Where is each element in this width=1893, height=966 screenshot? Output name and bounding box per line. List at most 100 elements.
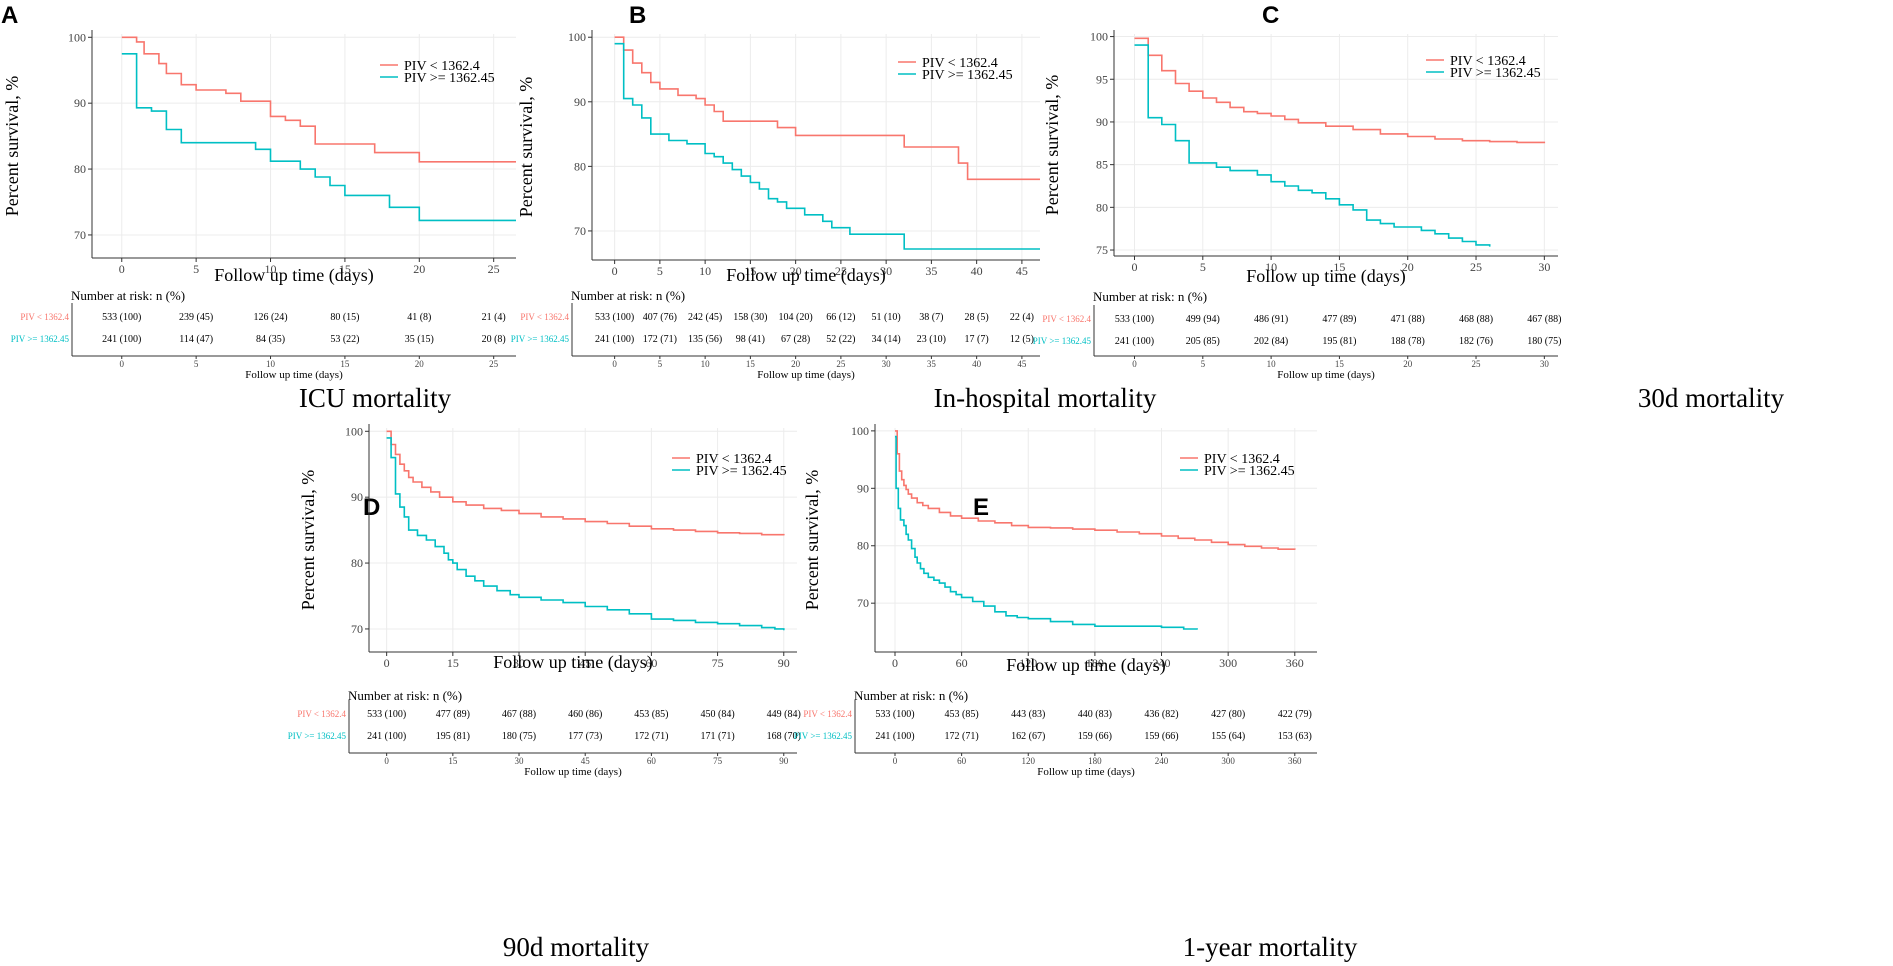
x-tick-label: 15	[1333, 260, 1345, 274]
risk-x-tick-label: 45	[1017, 359, 1026, 369]
risk-count-cell: 477 (89)	[1322, 314, 1356, 325]
y-tick-label: 70	[857, 596, 869, 610]
risk-count-cell: 241 (100)	[1115, 336, 1154, 347]
risk-count-cell: 180 (75)	[502, 731, 536, 742]
x-axis-label: Follow up time (days)	[493, 652, 653, 673]
x-tick-label: 15	[744, 264, 756, 278]
risk-x-tick-label: 180	[1088, 756, 1102, 766]
risk-x-tick-label: 45	[581, 756, 591, 766]
risk-count-cell: 241 (100)	[595, 334, 634, 345]
x-tick-label: 300	[1219, 656, 1237, 670]
km-panel-in-hospital-mortality: B 70 80 90 100 0 5 10 15 20 25 30 35 40 45 Follow up t…	[511, 0, 1268, 420]
km-curve-high-piv	[386, 437, 785, 631]
km-panel-90d-mortality: D 70 80 90 100 0 15 30 45 60 75 90 Follow up time (…	[288, 424, 972, 966]
risk-table-title: Number at risk: n (%)	[854, 688, 968, 703]
risk-x-tick-label: 15	[1335, 359, 1345, 369]
risk-group-label: PIV < 1362.4	[20, 312, 69, 322]
y-tick-label: 90	[74, 96, 86, 110]
y-tick-label: 80	[351, 556, 363, 570]
legend-label: PIV < 1362.4	[404, 59, 480, 74]
risk-count-cell: 195 (81)	[436, 731, 470, 742]
panel-letter: A	[1, 2, 19, 29]
risk-count-cell: 242 (45)	[688, 312, 722, 323]
x-tick-label: 5	[657, 264, 663, 278]
y-tick-label: 70	[74, 228, 86, 242]
risk-x-tick-label: 15	[746, 359, 756, 369]
y-tick-label: 100	[1090, 30, 1108, 44]
y-tick-label: 80	[1096, 200, 1108, 214]
y-axis-label: Percent survival, %	[298, 470, 318, 610]
risk-count-cell: 241 (100)	[875, 731, 914, 742]
risk-count-cell: 41 (8)	[407, 312, 431, 323]
risk-x-tick-label: 5	[658, 359, 663, 369]
risk-count-cell: 67 (28)	[781, 334, 810, 345]
legend-label: PIV < 1362.4	[696, 452, 772, 467]
risk-x-tick-label: 240	[1155, 756, 1169, 766]
risk-table-title: Number at risk: n (%)	[348, 688, 462, 703]
risk-x-tick-label: 5	[194, 359, 199, 369]
risk-group-label: PIV >= 1362.45	[11, 334, 70, 344]
risk-count-cell: 51 (10)	[872, 312, 901, 323]
y-tick-label: 100	[345, 424, 363, 438]
x-tick-label: 25	[488, 262, 500, 276]
risk-x-tick-label: 300	[1221, 756, 1235, 766]
risk-count-cell: 20 (8)	[482, 334, 506, 345]
risk-x-tick-label: 0	[120, 359, 125, 369]
x-tick-label: 20	[1402, 260, 1414, 274]
y-axis-label: Percent survival, %	[802, 470, 822, 610]
risk-x-tick-label: 10	[701, 359, 711, 369]
x-tick-label: 30	[513, 656, 525, 670]
risk-table-title: Number at risk: n (%)	[1093, 289, 1207, 304]
risk-count-cell: 98 (41)	[736, 334, 765, 345]
x-tick-label: 15	[447, 656, 459, 670]
risk-count-cell: 22 (4)	[1010, 312, 1034, 323]
risk-count-cell: 453 (85)	[634, 709, 668, 720]
risk-x-tick-label: 0	[612, 359, 617, 369]
y-axis-label: Percent survival, %	[2, 76, 22, 216]
risk-x-tick-label: 0	[1132, 359, 1137, 369]
x-tick-label: 10	[699, 264, 711, 278]
km-curve-low-piv	[386, 430, 785, 536]
risk-count-cell: 171 (71)	[700, 731, 734, 742]
y-tick-label: 100	[851, 424, 869, 438]
y-tick-label: 80	[857, 539, 869, 553]
legend-label: PIV >= 1362.45	[1204, 464, 1295, 479]
risk-count-cell: 80 (15)	[330, 312, 359, 323]
x-tick-label: 0	[384, 656, 390, 670]
risk-count-cell: 407 (76)	[643, 312, 677, 323]
x-tick-label: 30	[1538, 260, 1550, 274]
risk-count-cell: 168 (70)	[767, 731, 801, 742]
risk-count-cell: 467 (88)	[502, 709, 536, 720]
risk-count-cell: 205 (85)	[1186, 336, 1220, 347]
panel-letter: D	[363, 494, 381, 521]
risk-count-cell: 533 (100)	[1115, 314, 1154, 325]
risk-table-xlabel: Follow up time (days)	[524, 766, 622, 778]
panel-letter: B	[629, 2, 647, 29]
x-tick-label: 20	[413, 262, 425, 276]
risk-table-title: Number at risk: n (%)	[71, 288, 185, 303]
y-tick-label: 75	[1096, 243, 1108, 257]
risk-count-cell: 422 (79)	[1278, 709, 1312, 720]
risk-table-xlabel: Follow up time (days)	[1277, 369, 1375, 381]
legend-label: PIV < 1362.4	[922, 56, 998, 71]
panel-caption: 90d mortality	[502, 932, 650, 962]
km-curve-high-piv	[614, 42, 1040, 250]
y-tick-label: 90	[574, 95, 586, 109]
risk-count-cell: 12 (5)	[1010, 334, 1034, 345]
risk-count-cell: 155 (64)	[1211, 731, 1245, 742]
risk-x-tick-label: 35	[927, 359, 937, 369]
risk-x-tick-label: 75	[713, 756, 723, 766]
risk-count-cell: 35 (15)	[405, 334, 434, 345]
x-tick-label: 40	[971, 264, 983, 278]
y-tick-label: 70	[351, 622, 363, 636]
risk-table-xlabel: Follow up time (days)	[757, 369, 855, 381]
y-tick-label: 70	[574, 224, 586, 238]
x-tick-label: 60	[956, 656, 968, 670]
panel-caption: 30d mortality	[1637, 383, 1785, 413]
km-curve-low-piv	[121, 36, 516, 163]
risk-count-cell: 153 (63)	[1278, 731, 1312, 742]
risk-count-cell: 188 (78)	[1391, 336, 1425, 347]
legend-label: PIV < 1362.4	[1204, 452, 1280, 467]
